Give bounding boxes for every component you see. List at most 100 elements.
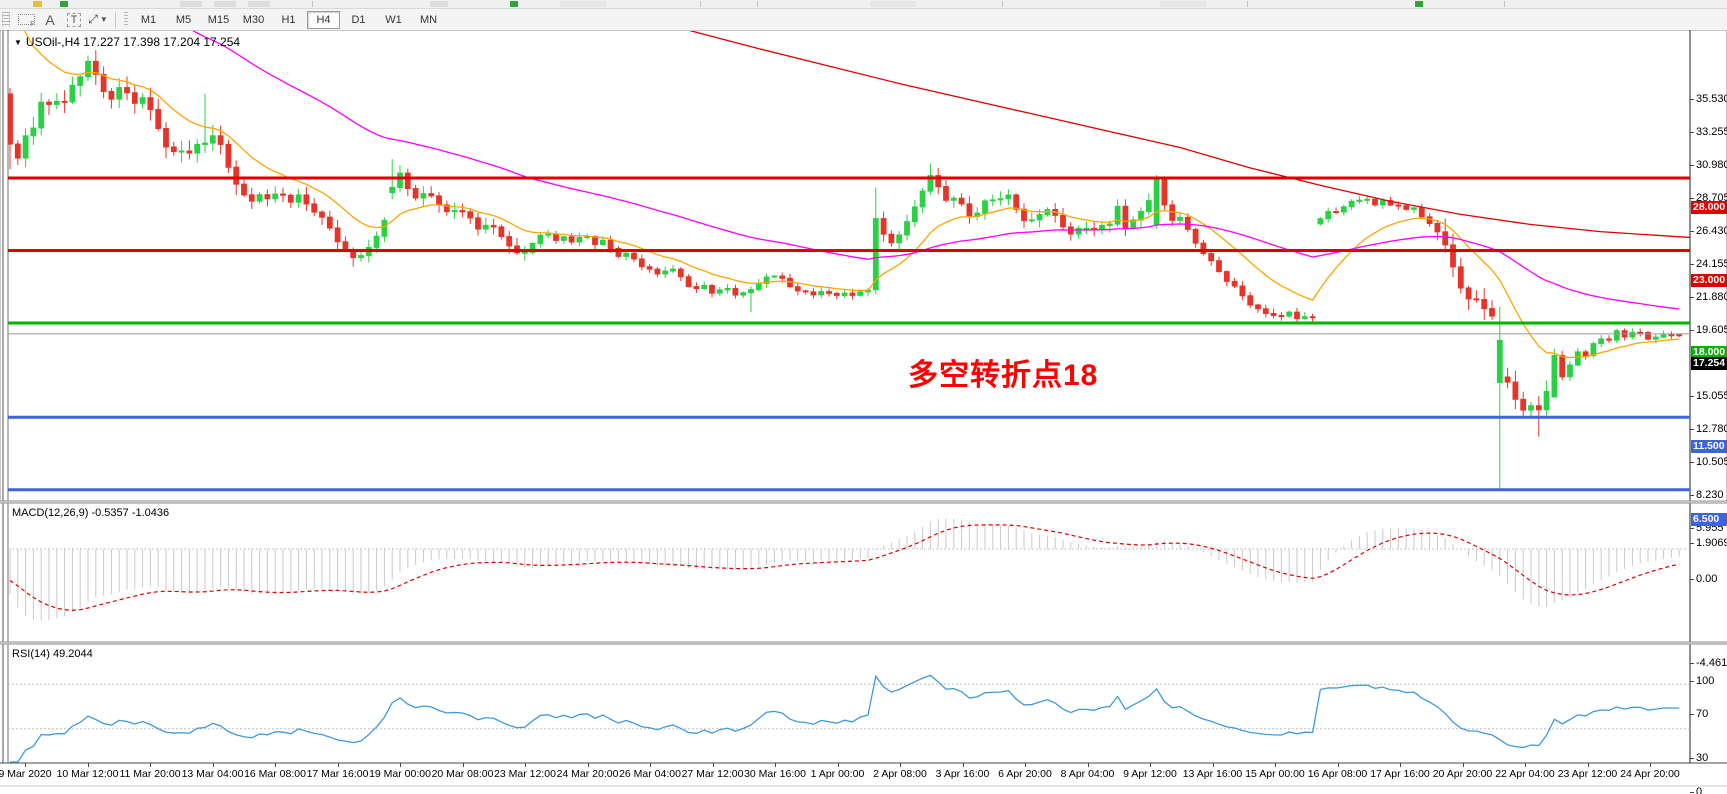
axis-tick	[1690, 131, 1694, 133]
chart-title-text: USOil-,H4 17.227 17.398 17.204 17.254	[25, 35, 241, 49]
time-axis-tick	[1650, 763, 1651, 767]
price-level-tag: 23.000	[1691, 273, 1727, 287]
timeframe-button-m5[interactable]: M5	[175, 14, 192, 26]
time-axis-label: 24 Apr 20:00	[1620, 768, 1680, 780]
axis-tick	[1690, 714, 1694, 715]
toolbar-fragment-icon	[214, 1, 236, 7]
time-axis-tick	[212, 763, 214, 767]
toolbar-separator	[1002, 1, 1003, 7]
candlestick-chart-canvas[interactable]	[0, 30, 1727, 794]
chart-annotation-text: 多空转折点18	[908, 359, 1099, 392]
axis-tick	[1690, 527, 1694, 529]
price-tick-label: 28.705	[1696, 191, 1727, 204]
main-price-panel	[8, 50, 1683, 489]
timeframe-toolbar: M1 M5 M15 M30 H1 H4 D1 W1 MN	[131, 10, 446, 29]
price-tick-label: 12.780	[1696, 422, 1727, 435]
text-tool-glyph: T	[66, 12, 82, 27]
toolbar-separator	[757, 1, 758, 7]
macd-panel	[9, 518, 1680, 621]
timeframe-toolbar-handle[interactable]	[124, 12, 128, 27]
rsi-indicator-label: RSI(14) 49.2044	[12, 648, 93, 660]
time-axis-tick	[1337, 763, 1339, 767]
toolbar-fragment-icon	[430, 1, 448, 7]
axis-tick	[1690, 329, 1694, 331]
toolbar-fragment-icon	[180, 1, 202, 7]
time-axis-label: 6 Apr 20:00	[998, 768, 1052, 780]
toolbar-separator	[1247, 1, 1248, 7]
time-axis-tick	[1212, 763, 1214, 767]
axis-tick	[1690, 681, 1694, 682]
price-level-tag: 18.000	[1691, 346, 1727, 359]
time-axis-label: 26 Mar 04:00	[619, 768, 681, 780]
toolbar-fragment-icon	[248, 1, 270, 7]
time-axis-label: 9 Apr 12:00	[1123, 768, 1177, 780]
time-axis-tick	[1587, 763, 1589, 767]
cursor-mode-icon[interactable]: ⤢ ▼	[88, 12, 108, 26]
time-axis-tick	[275, 763, 276, 767]
time-axis-label: 15 Apr 00:00	[1245, 768, 1305, 780]
axis-tick	[1690, 164, 1694, 166]
time-axis-tick	[1462, 763, 1464, 767]
timeframe-button-w1[interactable]: W1	[385, 14, 402, 26]
time-axis-tick	[775, 763, 776, 767]
time-axis-label: 1 Apr 00:00	[810, 768, 865, 780]
time-axis-label: 23 Apr 12:00	[1557, 768, 1618, 780]
rsi-tick-label: 70	[1696, 708, 1709, 720]
time-axis-tick	[650, 763, 651, 767]
time-axis-tick	[962, 763, 964, 767]
price-tick-label: 10.505	[1696, 455, 1727, 468]
time-axis-label: 3 Apr 16:00	[935, 768, 990, 780]
toolbar-fragment-icon	[1415, 1, 1423, 7]
time-axis-label: 20 Mar 08:00	[431, 768, 494, 780]
price-tick-label: 26.430	[1696, 224, 1727, 237]
chevron-down-icon: ▼	[99, 15, 108, 24]
toolbar-fragment-icon	[33, 1, 42, 7]
timeframe-button-m1[interactable]: M1	[140, 14, 157, 26]
toolbar-fragment-icon	[60, 1, 68, 7]
timeframe-button-mn[interactable]: MN	[419, 14, 438, 26]
top-toolbar-fragment	[0, 0, 1727, 9]
rsi-tick-label: 30	[1696, 752, 1709, 764]
time-axis-label: 22 Apr 04:00	[1495, 768, 1555, 780]
axis-tick	[1690, 758, 1694, 759]
label-tool-icon[interactable]: A	[45, 11, 55, 28]
time-axis-label: 19 Mar 00:00	[369, 768, 431, 780]
timeframe-button-h1[interactable]: H1	[281, 14, 296, 26]
text-tool-icon[interactable]: T	[63, 11, 85, 28]
axis-tick	[1690, 461, 1694, 463]
timeframe-button-d1[interactable]: D1	[351, 14, 366, 26]
time-axis-tick	[1525, 763, 1526, 767]
time-axis-tick	[712, 763, 714, 767]
timeframe-button-m15[interactable]: M15	[207, 14, 230, 26]
time-axis-tick	[1400, 763, 1401, 767]
axis-tick	[1690, 98, 1694, 100]
axis-tick	[1690, 197, 1694, 199]
crosshair-grid-tool-icon[interactable]	[15, 11, 37, 28]
axis-tick	[1690, 792, 1694, 793]
time-axis-tick	[1025, 763, 1026, 767]
time-axis-tick	[1275, 763, 1276, 767]
chart-window[interactable]: ▼ USOil-,H4 17.227 17.398 17.204 17.254 M…	[0, 30, 1727, 794]
axis-tick	[1690, 579, 1694, 580]
symbol-dropdown-icon[interactable]: ▼	[14, 38, 22, 47]
axis-tick	[1690, 663, 1694, 664]
time-axis-tick	[400, 763, 401, 767]
chart-title: ▼ USOil-,H4 17.227 17.398 17.204 17.254	[14, 35, 240, 49]
axis-tick	[1690, 543, 1694, 544]
toolbar-drag-handle[interactable]	[2, 12, 10, 27]
time-axis-tick	[1150, 763, 1151, 767]
time-axis-tick	[1087, 763, 1089, 767]
price-level-tag: 11.500	[1691, 440, 1727, 454]
price-tick-label: 33.255	[1696, 125, 1727, 138]
price-tick-label: 8.230	[1696, 488, 1724, 501]
time-axis-label: 16 Apr 08:00	[1307, 768, 1368, 780]
time-axis-tick	[87, 763, 89, 767]
timeframe-button-m30[interactable]: M30	[242, 14, 265, 26]
axis-tick	[1690, 395, 1694, 397]
time-axis-label: 23 Mar 12:00	[494, 768, 556, 780]
price-tick-label: 15.055	[1696, 389, 1727, 402]
axis-tick	[1690, 494, 1694, 496]
timeframe-button-h4[interactable]: H4	[307, 11, 340, 29]
time-axis-label: 2 Apr 08:00	[873, 768, 927, 780]
